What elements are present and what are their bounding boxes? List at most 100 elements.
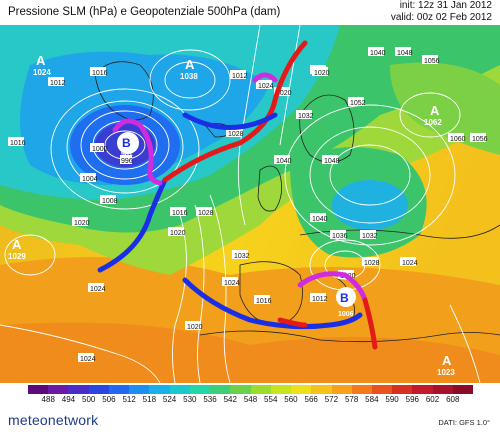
color-scale bbox=[28, 385, 474, 394]
warm-front bbox=[277, 317, 308, 328]
weather-map: 1012 1016 1012 1024 1040 1048 1056 1016 … bbox=[0, 25, 500, 383]
scale-swatch bbox=[28, 385, 49, 394]
high-value: 1023 bbox=[437, 368, 455, 377]
meteonetwork-logo: meteonetwork bbox=[8, 412, 99, 428]
scale-swatch bbox=[452, 385, 474, 394]
scale-tick-label: 596 bbox=[405, 395, 419, 404]
scale-tick-label: 608 bbox=[446, 395, 460, 404]
isobar-label: 1024 bbox=[224, 280, 240, 287]
isobar-label: 1040 bbox=[312, 216, 328, 223]
occluded-front bbox=[252, 72, 278, 83]
low-value: 981 bbox=[121, 151, 133, 158]
isobar-label: 1060 bbox=[450, 136, 466, 143]
warm-front bbox=[362, 297, 378, 350]
isobar-label: 1028 bbox=[364, 260, 380, 267]
scale-swatch bbox=[392, 385, 413, 394]
north-africa-coast bbox=[199, 330, 500, 343]
high-value: 1029 bbox=[8, 252, 26, 261]
isobar-label: 1028 bbox=[198, 210, 214, 217]
scale-swatch bbox=[189, 385, 211, 394]
label-bg bbox=[226, 128, 242, 137]
label-bg bbox=[8, 137, 24, 146]
isobar-label: 1036 bbox=[332, 233, 348, 240]
scale-swatch bbox=[331, 385, 352, 394]
isobar bbox=[0, 324, 161, 383]
label-bg bbox=[80, 173, 96, 182]
label-bg bbox=[185, 321, 201, 330]
scale-tick-label: 572 bbox=[324, 395, 339, 404]
scale-swatch bbox=[412, 385, 433, 394]
low-marker: B bbox=[122, 136, 131, 150]
scale-swatch bbox=[351, 385, 372, 394]
label-bg bbox=[90, 67, 106, 76]
label-bg bbox=[470, 133, 486, 142]
isobar bbox=[172, 214, 187, 383]
isobar-label: 1056 bbox=[472, 136, 488, 143]
scale-tick-label: 554 bbox=[264, 395, 278, 404]
cold-front bbox=[97, 177, 168, 273]
init-time: init: 12z 31 Jan 2012 bbox=[399, 0, 492, 11]
map-svg: 1012 1016 1012 1024 1040 1048 1056 1016 … bbox=[0, 25, 500, 383]
iberia bbox=[239, 261, 303, 326]
color-scale-ticks: 488 494 500 506 512 518 524 530 536 542 548 554 560 5… bbox=[28, 395, 473, 407]
scale-tick-label: 500 bbox=[81, 395, 96, 404]
isobar bbox=[66, 100, 184, 194]
isobar-label: 1048 bbox=[397, 50, 413, 57]
greenland bbox=[94, 61, 154, 121]
isobar-label: 1012 bbox=[232, 73, 248, 80]
scale-tick-label: 578 bbox=[344, 395, 359, 404]
valid-time: valid: 00z 02 Feb 2012 bbox=[390, 12, 492, 23]
isobar bbox=[80, 110, 170, 180]
label-bg bbox=[256, 80, 272, 89]
label-bg bbox=[348, 97, 364, 106]
scale-tick-label: 524 bbox=[162, 395, 177, 404]
scale-tick-label: 530 bbox=[183, 395, 197, 404]
low-circle bbox=[117, 132, 139, 154]
high-marker: A bbox=[430, 103, 440, 118]
scale-swatch bbox=[270, 385, 292, 394]
isobar-label: 1016 bbox=[92, 70, 108, 77]
scale-swatch bbox=[250, 385, 271, 394]
scale-tick-label: 494 bbox=[61, 395, 76, 404]
high-value: 1024 bbox=[33, 68, 51, 77]
low-circle bbox=[336, 287, 356, 307]
isobar-label: 1040 bbox=[276, 158, 292, 165]
label-bg bbox=[400, 257, 416, 266]
isobar-label: 996 bbox=[121, 158, 133, 165]
scale-swatch bbox=[311, 385, 332, 394]
isobar bbox=[164, 61, 216, 99]
warm-front bbox=[162, 40, 308, 183]
scale-tick-label: 590 bbox=[385, 395, 399, 404]
isobar-label: 1016 bbox=[172, 210, 188, 217]
label-bg bbox=[368, 47, 384, 56]
isobar bbox=[309, 126, 431, 224]
label-bg bbox=[312, 67, 328, 76]
isobar-label: 1048 bbox=[324, 158, 340, 165]
isobar bbox=[284, 104, 456, 246]
label-bg bbox=[274, 87, 290, 96]
scale-tick-label: 488 bbox=[41, 395, 55, 404]
label-bg bbox=[222, 277, 238, 286]
label-bg bbox=[170, 207, 186, 216]
map-title: Pressione SLM (hPa) e Geopotenziale 500h… bbox=[8, 6, 281, 18]
label-bg bbox=[322, 155, 338, 164]
scandinavia bbox=[299, 94, 355, 163]
scale-swatch bbox=[169, 385, 190, 394]
high-marker: A bbox=[185, 57, 195, 72]
scale-tick-label: 542 bbox=[223, 395, 237, 404]
scale-swatch bbox=[88, 385, 109, 394]
label-bg bbox=[296, 110, 312, 119]
isobar-label: 1008 bbox=[102, 198, 118, 205]
isobar-label: 1020 bbox=[187, 324, 203, 331]
isobar bbox=[194, 204, 205, 383]
scale-tick-label: 518 bbox=[142, 395, 157, 404]
occluded-front bbox=[297, 271, 368, 303]
scale-tick-label: 560 bbox=[284, 395, 298, 404]
isobar-label: 1024 bbox=[90, 286, 106, 293]
label-bg bbox=[422, 55, 438, 64]
high-marker: A bbox=[442, 353, 452, 368]
isobar-label: 1012 bbox=[50, 80, 66, 87]
low-marker: B bbox=[340, 291, 349, 305]
isobar bbox=[449, 304, 481, 383]
isobar-label: 1024 bbox=[402, 260, 418, 267]
